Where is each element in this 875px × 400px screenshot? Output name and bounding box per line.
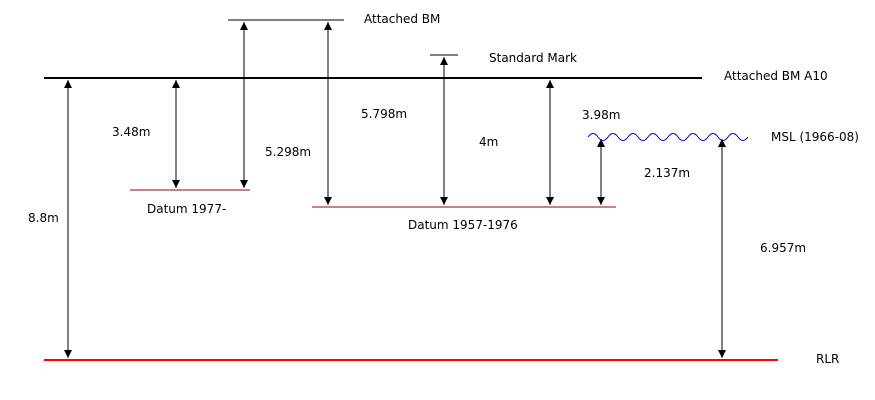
measurement-2-137m: 2.137m [644, 166, 690, 180]
attached-bm-label: Attached BM [364, 12, 440, 26]
measurement-3-48m: 3.48m [112, 125, 150, 139]
measurement-6-957m: 6.957m [760, 241, 806, 255]
measurement-4m: 4m [479, 135, 498, 149]
attached-bm-a10-label: Attached BM A10 [724, 69, 828, 83]
measurement-8-8m: 8.8m [28, 211, 59, 225]
rlr-label: RLR [816, 352, 839, 366]
msl-label: MSL (1966-08) [771, 130, 859, 144]
datum-1977-label: Datum 1977- [147, 202, 226, 216]
measurement-5-798m: 5.798m [361, 107, 407, 121]
msl-wave [587, 133, 749, 141]
standard-mark-label: Standard Mark [489, 51, 577, 65]
datum-1957-1976-label: Datum 1957-1976 [408, 218, 518, 232]
measurement-3-98m: 3.98m [582, 108, 620, 122]
measurement-5-298m: 5.298m [265, 145, 311, 159]
